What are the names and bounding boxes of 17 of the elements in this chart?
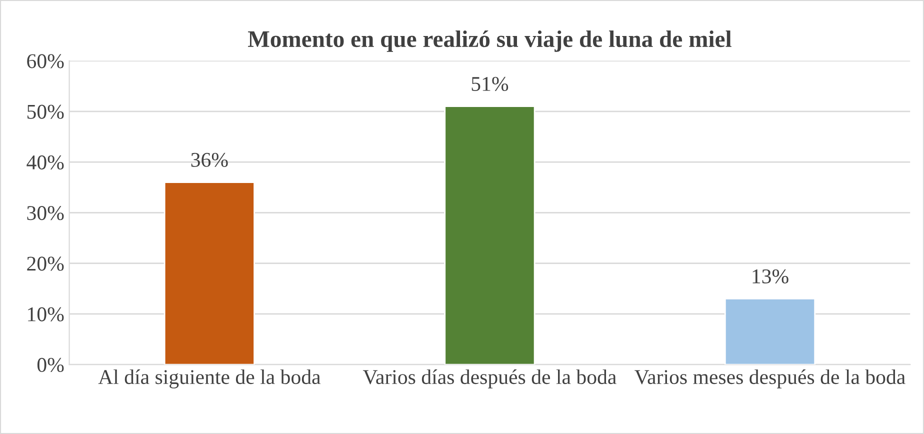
data-label: 36% — [191, 152, 228, 168]
data-label: 13% — [752, 269, 788, 284]
y-tick-label: 50% — [27, 104, 64, 119]
x-tick-label: Varios días después de la boda — [362, 369, 616, 388]
bar — [724, 298, 816, 365]
bar — [444, 106, 536, 365]
y-tick-label: 10% — [28, 307, 64, 322]
y-tick-label: 30% — [27, 206, 64, 220]
x-tick-label: Varios meses después de la boda — [634, 369, 906, 388]
data-label: 51% — [472, 76, 508, 92]
chart-title: Momento en que realizó su viaje de luna de miel — [248, 30, 732, 52]
y-tick-label: 0% — [37, 358, 64, 372]
x-tick-label: Al día siguiente de la boda — [98, 369, 321, 388]
y-tick-label: 20% — [27, 256, 64, 271]
y-tick-label: 40% — [26, 155, 64, 170]
y-tick-label: 60% — [27, 54, 64, 68]
bar — [164, 182, 255, 365]
